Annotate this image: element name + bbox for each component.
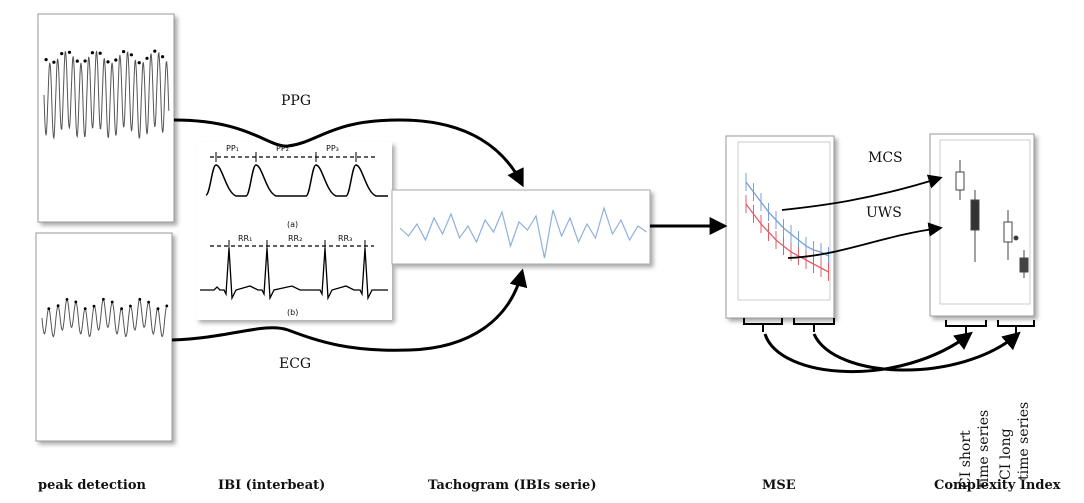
ecg-peak-marker [92, 304, 96, 308]
ecg-peak-marker [120, 307, 123, 311]
ecg-peak-plot [35, 232, 173, 442]
complexity-boxplot [929, 133, 1035, 317]
pp1-label: PP₁ [226, 144, 239, 153]
ci-long-label-2: time series [1016, 401, 1032, 480]
ppg-peak-marker [44, 58, 48, 62]
ppg-arrow [173, 118, 524, 188]
stage-complexity-index: Complexity Index [934, 478, 1061, 493]
ecg-peak-marker [147, 300, 151, 304]
rr2-label: RR₂ [288, 234, 303, 243]
ecg-peak-marker [110, 300, 114, 304]
ppg-peak-marker [67, 50, 72, 54]
tachogram-plot [391, 189, 651, 265]
ppg-peak-marker [153, 49, 157, 53]
ecg-peak-marker [65, 298, 69, 301]
ppg-peak-marker [129, 53, 133, 57]
pp3-label: PP₃ [326, 144, 339, 153]
ci-bracket-long [997, 320, 1035, 334]
ecg-peak-marker [47, 307, 51, 310]
ecg-trace [200, 247, 388, 301]
mse-plot [725, 135, 835, 319]
ppg-peak-marker [137, 61, 141, 65]
caption-a: (a) [287, 220, 299, 229]
ecg-peak-marker [138, 297, 142, 301]
stage-tachogram: Tachogram (IBIs serie) [428, 478, 597, 493]
uws-label: UWS [866, 205, 902, 221]
ecg-peak-marker [129, 304, 132, 308]
short-curve-arrow [763, 331, 973, 374]
ecg-peak-marker [102, 297, 105, 301]
ecg-peak-marker [56, 304, 60, 308]
ecg-peak-marker [83, 307, 87, 310]
stage-ibi: IBI (interbeat) [218, 478, 326, 493]
pp2-label: PP₂ [276, 144, 289, 153]
caption-b: (b) [287, 308, 299, 317]
ppg-peak-marker [122, 50, 126, 54]
ppg-peak-marker [106, 60, 110, 64]
ppg-peak-marker [161, 55, 165, 59]
ibi-panel [196, 142, 392, 320]
ci-long-label-1: CI long [998, 428, 1014, 480]
ecg-peak-marker [74, 300, 78, 304]
mse-bracket-short [743, 318, 783, 332]
ppg-peak-marker [83, 59, 87, 63]
ppg-peak-marker [114, 58, 118, 62]
ppg-peak-marker [60, 52, 64, 56]
ppg-peak-marker [98, 51, 102, 55]
long-curve-arrow [812, 331, 1021, 372]
rr1-label: RR₁ [238, 234, 253, 243]
ecg-peak-marker [165, 304, 169, 308]
ecg-peak-marker [156, 307, 160, 311]
ecg-arrow [171, 268, 528, 352]
stage-peak-detection: peak detection [38, 478, 146, 493]
mse-bracket-long [793, 318, 835, 332]
mcs-arrow [781, 174, 943, 211]
ecg-label: ECG [279, 356, 312, 372]
uws-arrow [787, 222, 943, 259]
ppg-pulse-wave [205, 164, 388, 197]
ppg-peak-marker [52, 60, 56, 64]
mcs-label: MCS [868, 150, 903, 166]
ppg-peak-plot [37, 13, 175, 223]
ci-bracket-short [945, 320, 987, 334]
rr3-label: RR₃ [338, 234, 353, 243]
ci-short-label-2: time series [976, 409, 992, 488]
ppg-peak-marker [90, 51, 94, 55]
ppg-label: PPG [281, 93, 312, 109]
ppg-peak-marker [75, 59, 79, 63]
ppg-peak-marker [145, 56, 149, 60]
stage-mse: MSE [762, 478, 796, 493]
